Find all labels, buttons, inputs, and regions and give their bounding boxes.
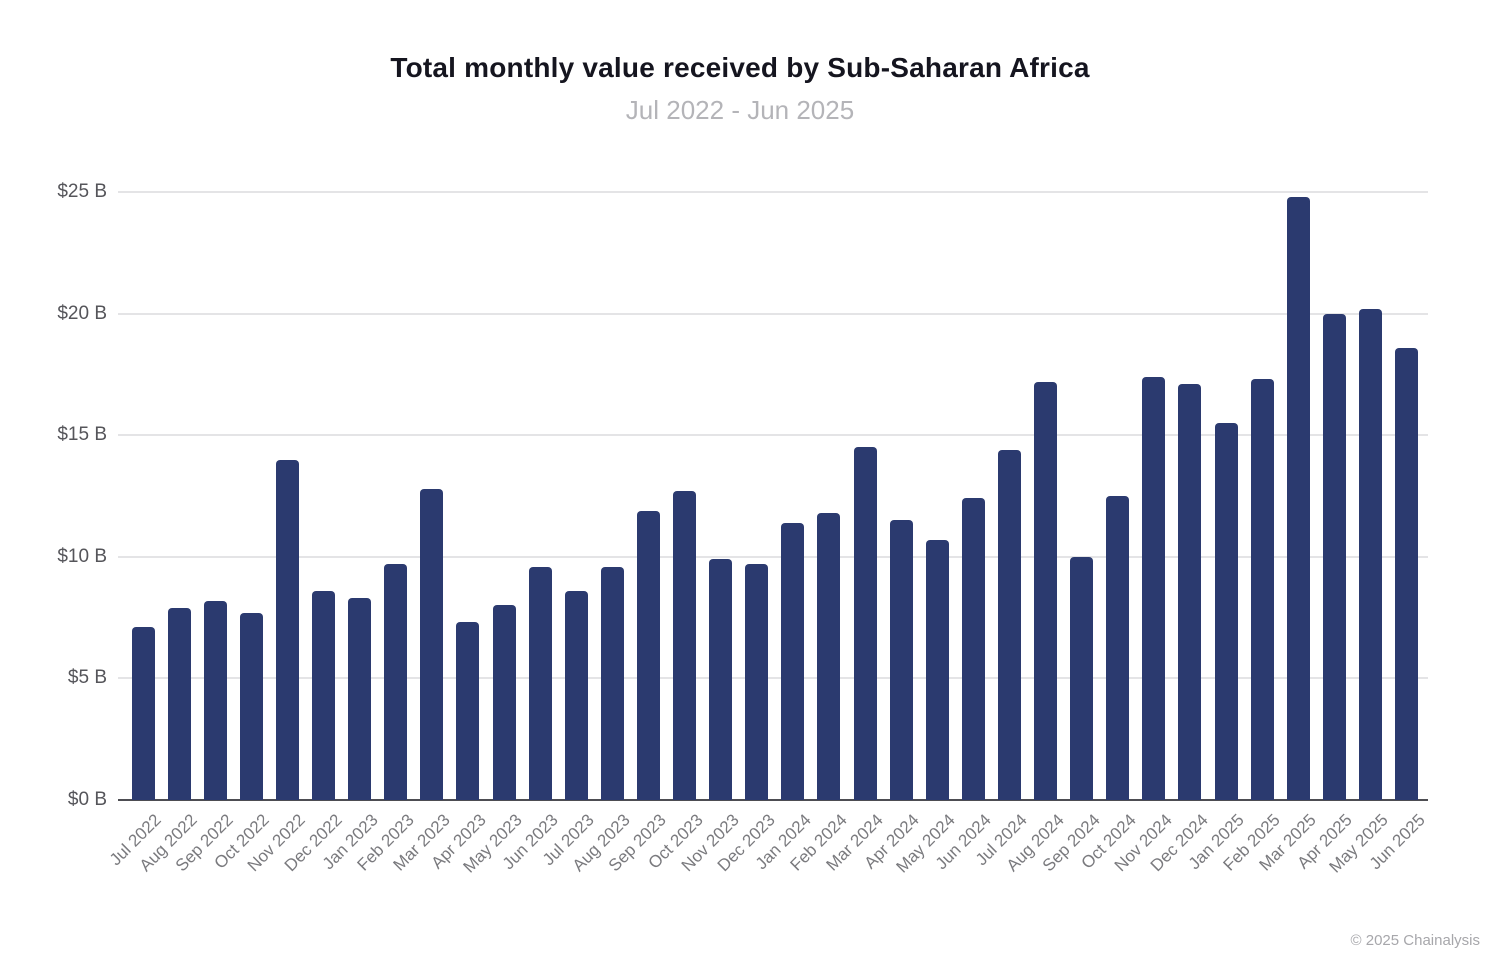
bar-jul-2024 [997, 449, 1021, 800]
bar-feb-2024 [817, 513, 841, 800]
bar-nov-2024 [1142, 376, 1166, 800]
bar-nov-2023 [709, 559, 733, 800]
bar-apr-2023 [456, 622, 480, 800]
bar-may-2025 [1358, 308, 1382, 800]
bar-jun-2024 [961, 498, 985, 800]
gridline-5b [118, 677, 1428, 680]
bar-oct-2024 [1106, 496, 1130, 800]
x-axis-line [118, 799, 1428, 801]
gridline-15b [118, 434, 1428, 437]
bar-aug-2022 [167, 607, 191, 800]
y-tick-label: $20 B [57, 302, 107, 324]
y-tick-label: $0 B [67, 789, 107, 810]
bar-oct-2022 [239, 612, 263, 800]
bar-jan-2024 [781, 522, 805, 800]
bar-dec-2023 [745, 564, 769, 800]
bar-apr-2024 [889, 520, 913, 800]
bar-jul-2022 [131, 627, 155, 800]
y-tick-label: $5 B [67, 667, 107, 689]
bar-nov-2022 [275, 459, 299, 800]
chart-title: Total monthly value received by Sub-Saha… [390, 52, 1090, 83]
bar-feb-2025 [1250, 379, 1274, 800]
gridline-20b [118, 312, 1428, 315]
bar-aug-2024 [1034, 381, 1057, 800]
copyright-text: © 2025 Chainalysis [1350, 932, 1480, 949]
bar-dec-2022 [312, 590, 335, 800]
bar-mar-2023 [420, 488, 444, 800]
bar-mar-2024 [853, 447, 877, 800]
gridline-25b [118, 191, 1428, 193]
bar-feb-2023 [384, 564, 408, 800]
bar-sep-2022 [203, 600, 227, 800]
y-tick-label: $25 B [57, 181, 107, 202]
bar-dec-2024 [1178, 384, 1202, 800]
bar-aug-2023 [600, 566, 624, 800]
y-tick-label: $10 B [57, 545, 107, 567]
bar-sep-2024 [1070, 556, 1094, 800]
bar-jul-2023 [564, 590, 588, 800]
bar-may-2024 [925, 539, 949, 800]
bar-may-2023 [492, 605, 516, 800]
bar-apr-2025 [1322, 313, 1346, 800]
bar-jun-2023 [528, 566, 552, 800]
gridline-10b [118, 555, 1428, 558]
bar-jun-2025 [1395, 347, 1418, 800]
bar-jan-2023 [348, 598, 372, 800]
bar-jan-2025 [1214, 423, 1238, 800]
bar-oct-2023 [673, 491, 696, 800]
bar-sep-2023 [636, 510, 660, 800]
chart-subtitle: Jul 2022 - Jun 2025 [625, 95, 855, 125]
bar-mar-2025 [1286, 196, 1310, 800]
y-tick-label: $15 B [57, 424, 107, 446]
